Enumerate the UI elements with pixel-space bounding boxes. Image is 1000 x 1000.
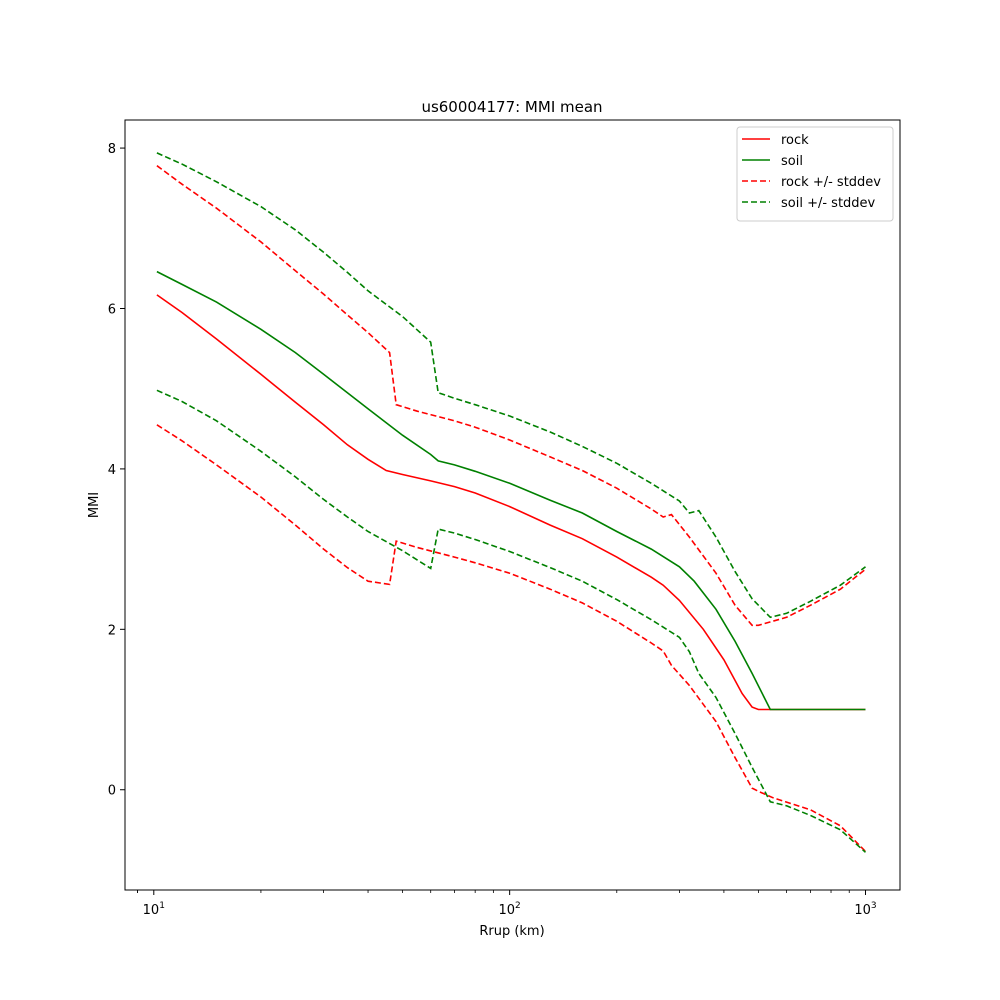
y-tick-label: 6 [108,302,116,317]
legend-label: rock +/- stddev [781,175,881,190]
x-axis-label: Rrup (km) [479,924,544,939]
series-line-1 [156,270,866,711]
y-tick-label: 4 [108,463,116,478]
series-line-2 [156,165,866,627]
legend: rock soil rock +/- stddev soil +/- stddev [736,126,894,222]
y-axis: 0 2 4 6 8 [108,142,125,799]
y-axis-label: MMI [87,492,102,518]
y-tick-label: 2 [108,623,116,638]
legend-label: soil +/- stddev [781,196,876,211]
legend-label: soil [781,154,803,169]
plot-lines [156,152,867,853]
y-tick-label: 8 [108,142,116,157]
series-line-0 [156,294,866,711]
legend-label: rock [781,133,809,148]
series-line-5 [156,389,867,853]
plot-frame [124,119,901,891]
chart-title: us60004177: MMI mean [421,98,602,116]
series-line-4 [156,152,866,619]
legend-box [736,126,894,222]
y-tick-label: 0 [108,784,116,799]
series-line-3 [156,424,867,853]
